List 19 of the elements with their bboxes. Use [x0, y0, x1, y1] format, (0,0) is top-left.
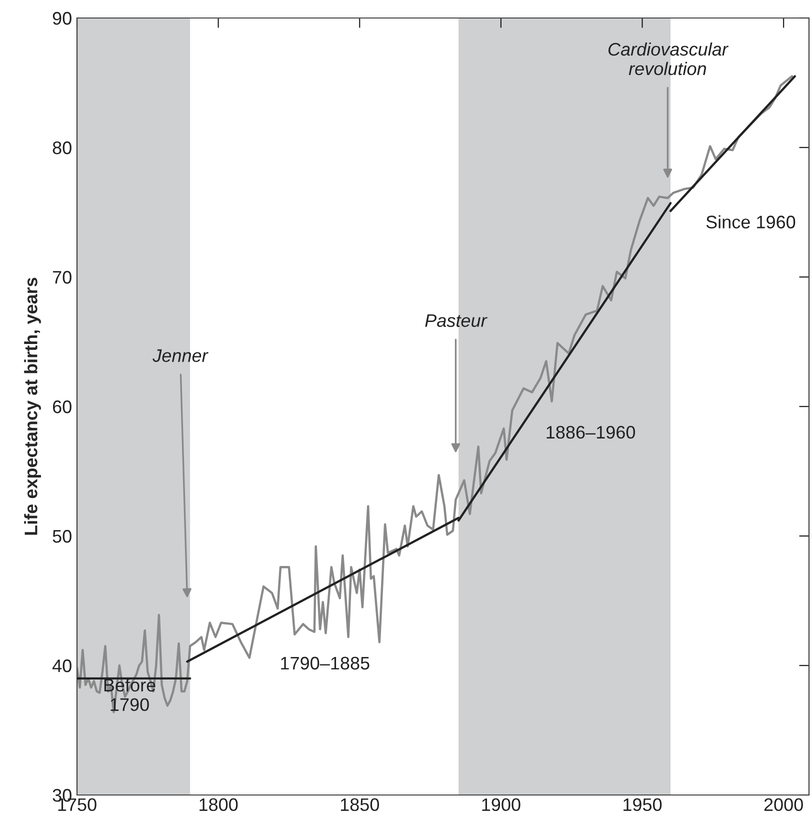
x-tick-label: 1800 — [200, 798, 238, 812]
y-tick-label: 40 — [52, 659, 72, 672]
annotation: Jenner — [152, 349, 208, 362]
y-tick-label: 80 — [52, 141, 72, 154]
series-label: Before 1790 — [104, 678, 156, 712]
x-tick-label: 1900 — [482, 798, 520, 812]
y-axis-title: Life expectancy at birth, years — [24, 278, 41, 535]
series-label: 1886–1960 — [546, 426, 636, 439]
annotation: Pasteur — [425, 314, 488, 327]
y-tick-label: 70 — [52, 270, 72, 284]
x-tick-label: 2000 — [764, 798, 803, 812]
annotation: Cardiovascular revolution — [608, 42, 729, 76]
text: 1790–1885 — [281, 656, 370, 670]
y-tick-label: 90 — [52, 12, 72, 25]
y-tick-label: 50 — [52, 530, 72, 543]
x-tick-label: 1850 — [340, 798, 380, 812]
x-tick-label: 1950 — [624, 798, 662, 812]
series-label: Since 1960 — [706, 215, 796, 228]
y-tick-label: 60 — [52, 400, 72, 414]
